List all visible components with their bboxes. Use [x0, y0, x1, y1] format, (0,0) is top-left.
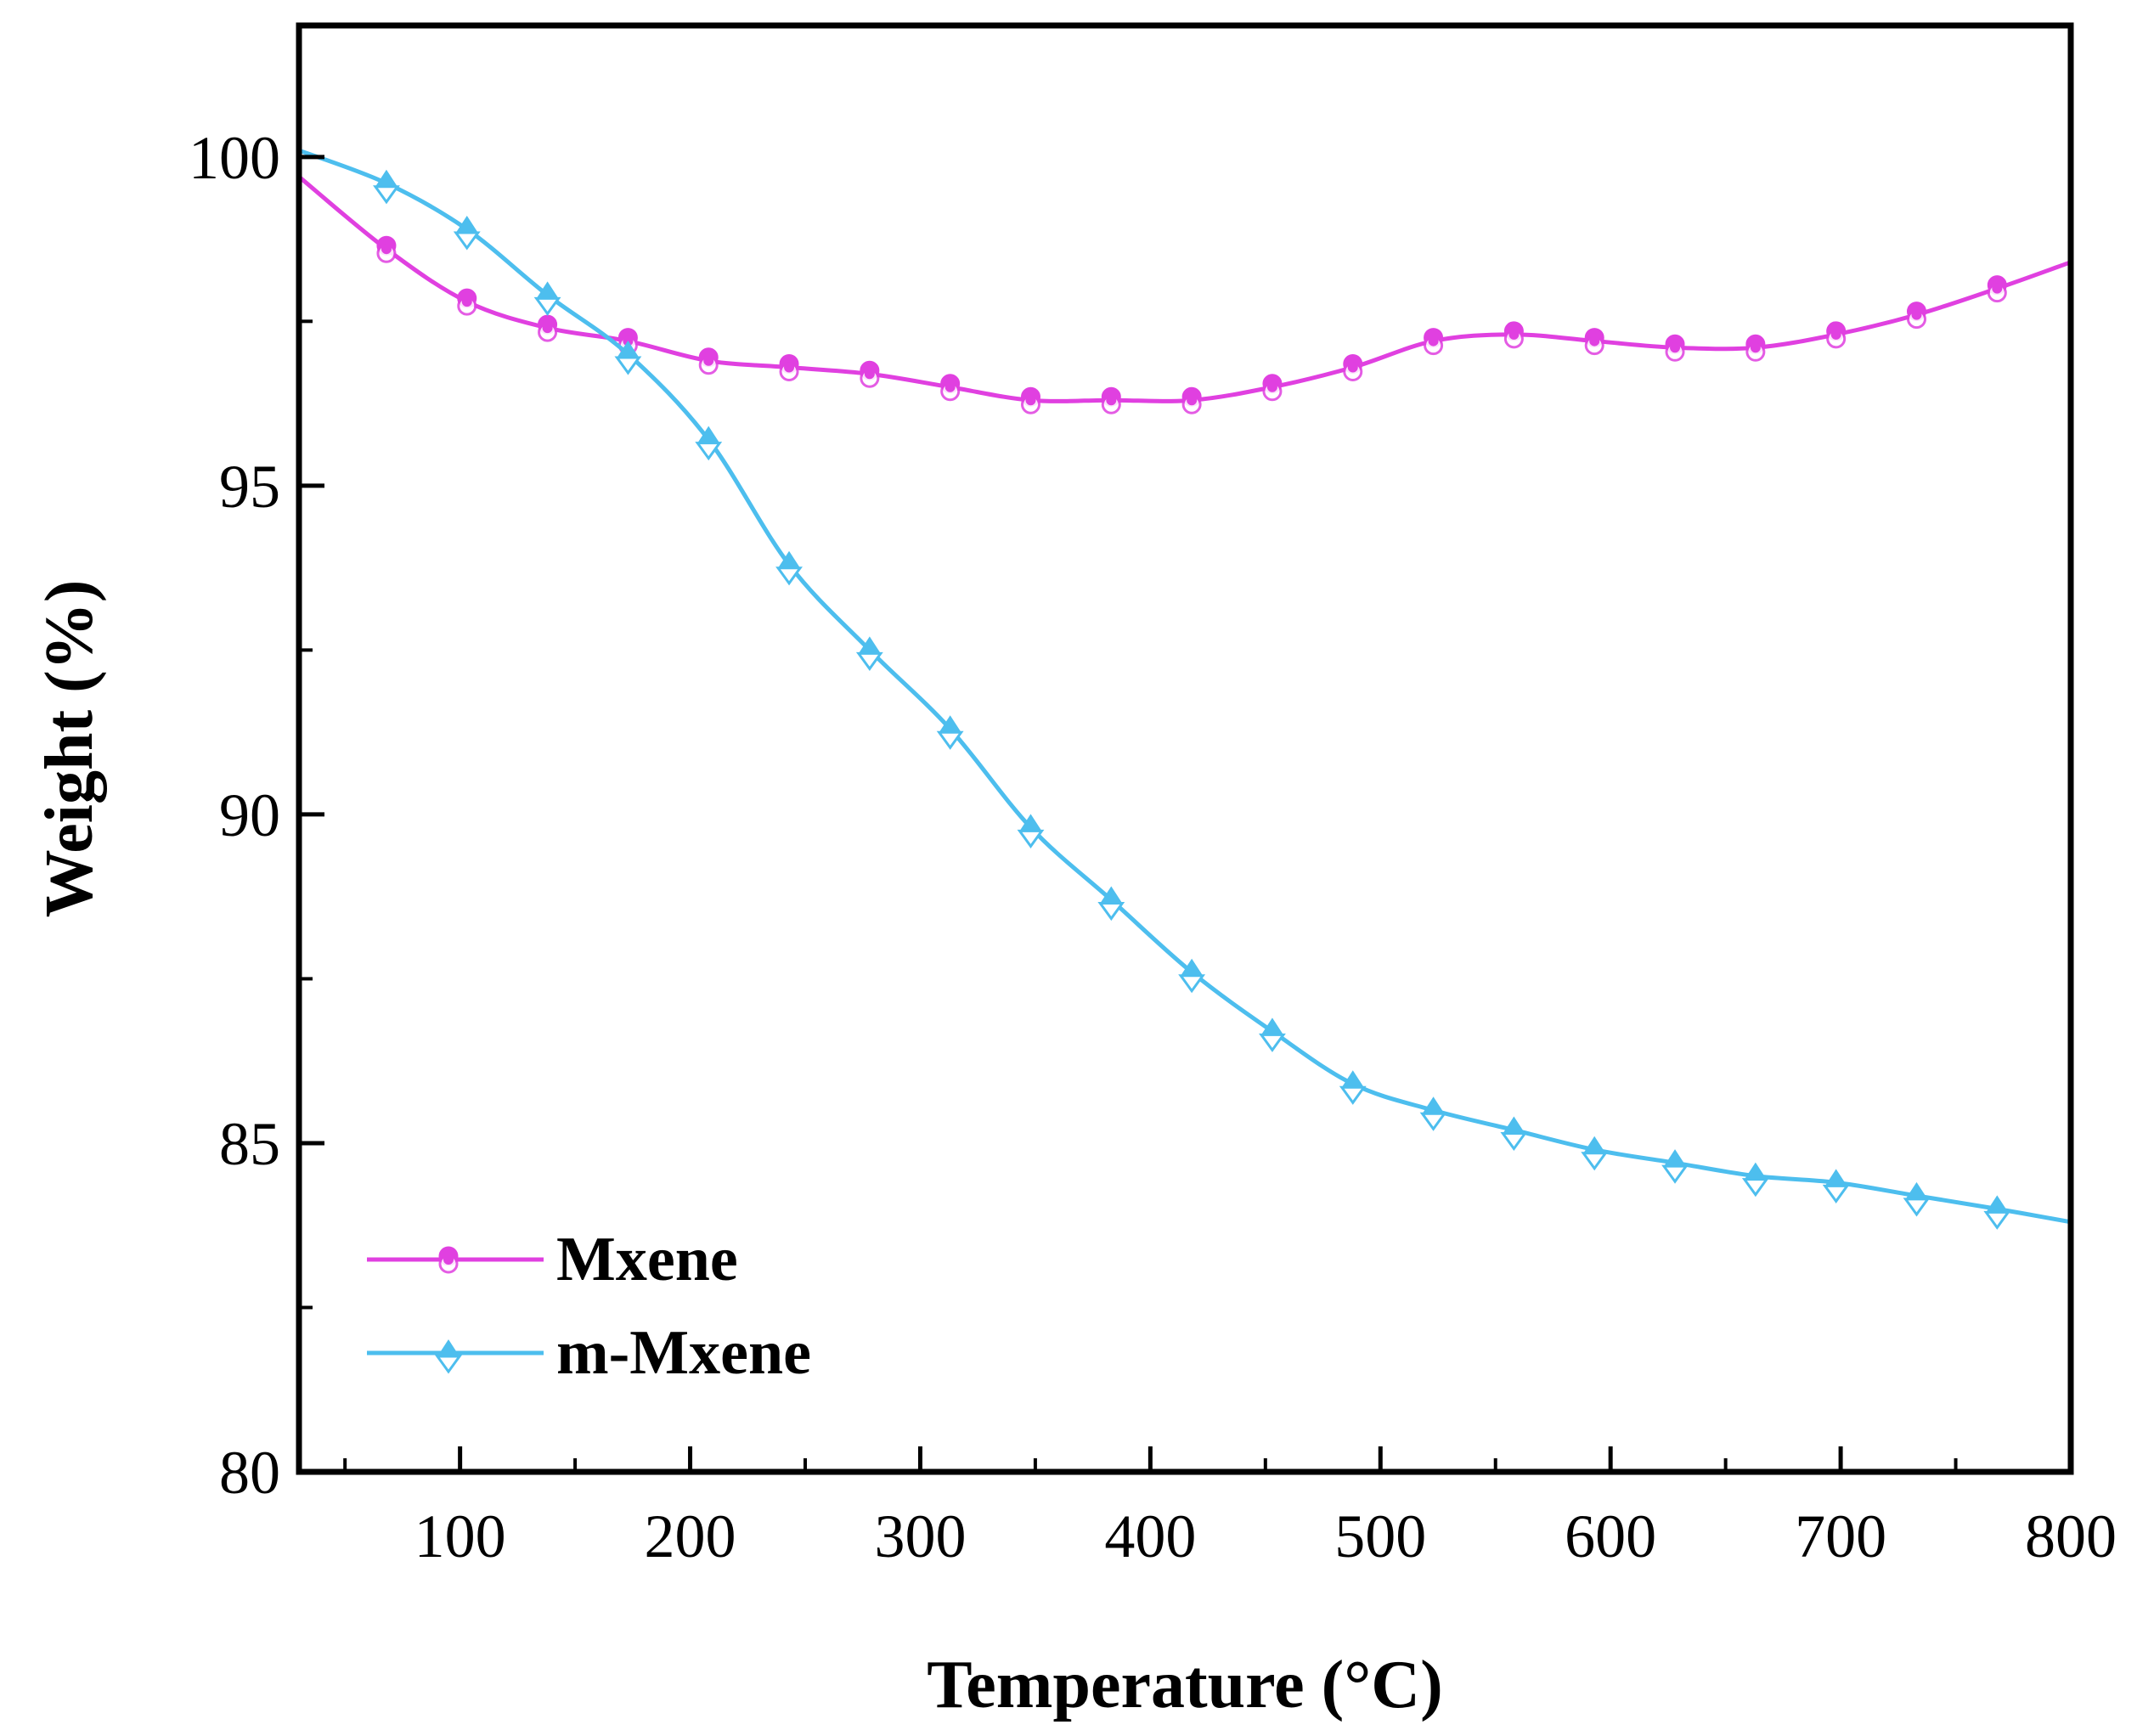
y-tick-label: 100 — [189, 124, 280, 192]
data-point-m-Mxene — [1500, 1116, 1528, 1152]
data-point-Mxene — [1906, 302, 1926, 330]
legend-entry: Mxene — [367, 1225, 738, 1294]
data-point-Mxene — [1020, 386, 1040, 414]
data-point-m-Mxene — [1259, 1017, 1286, 1052]
data-point-m-Mxene — [533, 281, 561, 316]
data-point-Mxene — [1584, 328, 1604, 356]
data-point-m-Mxene — [1017, 814, 1045, 848]
x-tick-label: 300 — [874, 1502, 966, 1570]
data-point-m-Mxene — [373, 169, 400, 205]
data-point-Mxene — [1343, 354, 1363, 382]
data-point-Mxene — [779, 354, 799, 382]
data-point-Mxene — [376, 235, 397, 263]
data-point-m-Mxene — [1339, 1070, 1367, 1105]
data-point-m-Mxene — [936, 715, 964, 750]
data-point-m-Mxene — [1983, 1195, 2011, 1230]
data-point-Mxene — [1262, 374, 1283, 402]
legend-marker — [435, 1339, 462, 1374]
data-point-Mxene — [1101, 386, 1121, 414]
data-point-Mxene — [1987, 275, 2007, 303]
data-point-Mxene — [1503, 321, 1524, 349]
series-line-Mxene — [297, 175, 2072, 403]
y-tick-label: 85 — [219, 1110, 280, 1178]
legend-label: Mxene — [556, 1225, 738, 1294]
legend-label: m-Mxene — [556, 1318, 811, 1388]
x-tick-label: 200 — [645, 1502, 736, 1570]
data-point-m-Mxene — [1903, 1181, 1931, 1217]
data-point-Mxene — [698, 347, 719, 375]
x-tick-label: 500 — [1334, 1502, 1426, 1570]
series-Mxene — [297, 175, 2072, 414]
plot-frame — [296, 22, 2074, 1475]
data-point-m-Mxene — [775, 550, 803, 586]
data-point-m-Mxene — [695, 426, 723, 461]
y-tick-label: 95 — [219, 453, 280, 521]
series-line-m-Mxene — [298, 148, 2072, 1225]
data-point-m-Mxene — [453, 215, 481, 251]
data-point-Mxene — [860, 360, 880, 388]
y-tick-label: 90 — [219, 781, 280, 849]
legend-marker — [438, 1246, 459, 1274]
data-point-Mxene — [1826, 321, 1847, 349]
x-tick-label: 700 — [1795, 1502, 1886, 1570]
x-tick-label: 800 — [2025, 1502, 2117, 1570]
x-axis-title: Temperature (°C) — [927, 1648, 1442, 1722]
y-tick-label: 80 — [219, 1439, 280, 1507]
data-point-m-Mxene — [1741, 1162, 1769, 1198]
data-point-m-Mxene — [1661, 1149, 1689, 1184]
data-point-m-Mxene — [1097, 886, 1125, 922]
data-point-m-Mxene — [1822, 1169, 1850, 1203]
x-tick-label: 600 — [1565, 1502, 1656, 1570]
series-m-Mxene — [298, 148, 2072, 1230]
data-point-m-Mxene — [614, 341, 642, 375]
data-point-Mxene — [457, 288, 477, 316]
data-point-Mxene — [1181, 386, 1202, 414]
data-point-Mxene — [940, 374, 961, 402]
x-tick-label: 100 — [414, 1502, 506, 1570]
data-point-m-Mxene — [1581, 1136, 1609, 1171]
legend-entry: m-Mxene — [367, 1318, 811, 1388]
data-point-Mxene — [1665, 334, 1685, 362]
data-point-Mxene — [1745, 334, 1766, 362]
series-layer — [297, 148, 2072, 1230]
data-point-m-Mxene — [855, 636, 883, 671]
data-point-m-Mxene — [1178, 958, 1206, 994]
legend: Mxene m-Mxene — [367, 1225, 811, 1388]
data-point-m-Mxene — [1419, 1096, 1447, 1131]
tick-layer: 100 200 300 400 500 600 700 800 80 85 90 95 100 — [189, 124, 2117, 1570]
y-axis-title: Weight (%) — [32, 580, 107, 918]
data-point-Mxene — [1424, 328, 1444, 356]
x-tick-label: 400 — [1104, 1502, 1196, 1570]
data-point-Mxene — [538, 314, 558, 342]
